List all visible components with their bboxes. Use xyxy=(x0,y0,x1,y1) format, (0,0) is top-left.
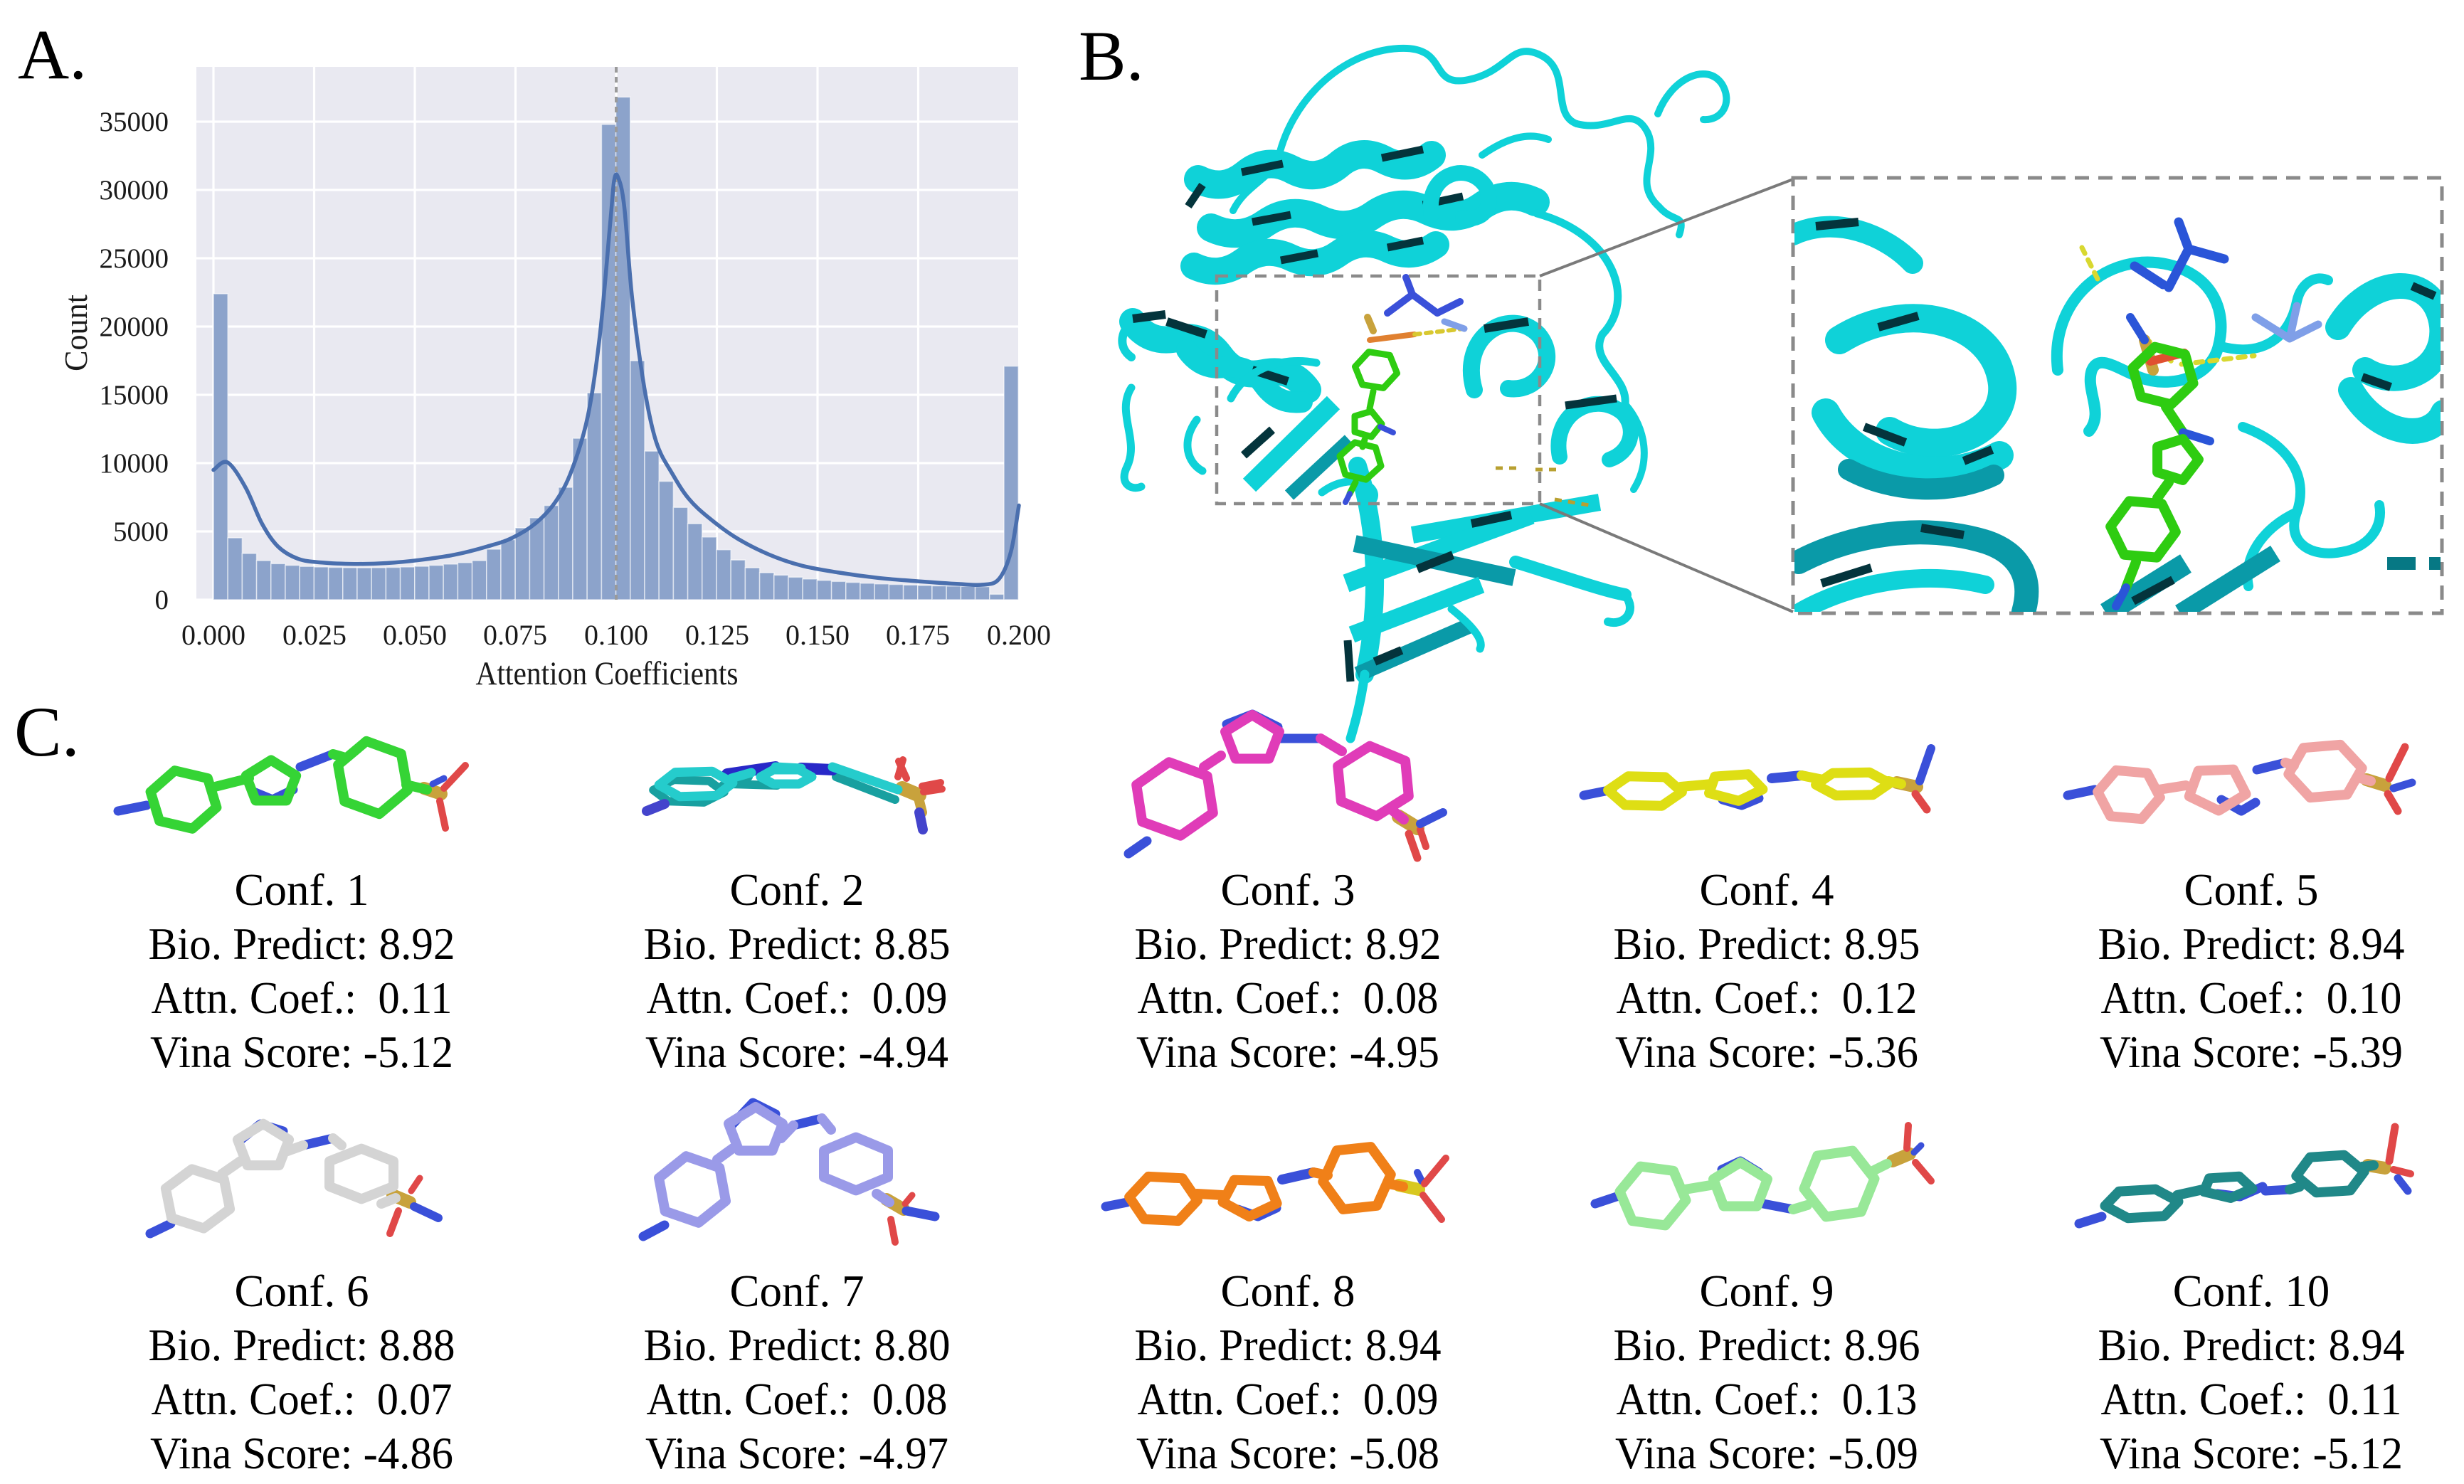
svg-text:Bio. Predict: 8.92: Bio. Predict: 8.92 xyxy=(1135,919,1442,969)
svg-text:Attn. Coef.: 0.08: Attn. Coef.: 0.08 xyxy=(647,1374,948,1424)
svg-text:Vina Score: -4.86: Vina Score: -4.86 xyxy=(150,1429,453,1478)
svg-text:Bio. Predict: 8.94: Bio. Predict: 8.94 xyxy=(1135,1320,1442,1370)
svg-text:0.075: 0.075 xyxy=(483,619,547,651)
svg-text:Vina Score: -5.09: Vina Score: -5.09 xyxy=(1615,1429,1918,1478)
svg-text:30000: 30000 xyxy=(100,175,169,206)
svg-text:0.125: 0.125 xyxy=(685,619,749,651)
svg-text:0.175: 0.175 xyxy=(886,619,950,651)
svg-text:Vina Score: -5.39: Vina Score: -5.39 xyxy=(2100,1027,2403,1077)
svg-text:Conf. 1: Conf. 1 xyxy=(235,865,369,915)
svg-text:A.: A. xyxy=(18,15,87,94)
svg-text:0.000: 0.000 xyxy=(181,619,245,651)
svg-text:Conf. 3: Conf. 3 xyxy=(1221,865,1355,915)
svg-text:Vina Score: -4.97: Vina Score: -4.97 xyxy=(645,1429,948,1478)
svg-text:Conf. 8: Conf. 8 xyxy=(1221,1266,1355,1316)
svg-text:Conf. 9: Conf. 9 xyxy=(1700,1266,1834,1316)
svg-text:Vina Score: -5.12: Vina Score: -5.12 xyxy=(150,1027,453,1077)
svg-text:35000: 35000 xyxy=(100,107,169,137)
svg-text:10000: 10000 xyxy=(100,448,169,479)
svg-text:Conf. 4: Conf. 4 xyxy=(1700,865,1834,915)
svg-text:Attn. Coef.: 0.10: Attn. Coef.: 0.10 xyxy=(2101,973,2402,1023)
svg-text:Vina Score: -4.95: Vina Score: -4.95 xyxy=(1136,1027,1439,1077)
svg-text:Attn. Coef.: 0.12: Attn. Coef.: 0.12 xyxy=(1617,973,1918,1023)
svg-text:Attn. Coef.: 0.08: Attn. Coef.: 0.08 xyxy=(1138,973,1439,1023)
svg-text:0.025: 0.025 xyxy=(282,619,347,651)
svg-text:Attn. Coef.: 0.09: Attn. Coef.: 0.09 xyxy=(647,973,948,1023)
svg-text:Attn. Coef.: 0.07: Attn. Coef.: 0.07 xyxy=(152,1374,453,1424)
svg-text:B.: B. xyxy=(1079,16,1144,95)
svg-text:25000: 25000 xyxy=(100,243,169,274)
svg-text:Bio. Predict: 8.95: Bio. Predict: 8.95 xyxy=(1614,919,1920,969)
svg-text:Attn. Coef.: 0.11: Attn. Coef.: 0.11 xyxy=(2101,1374,2402,1424)
svg-text:Attn. Coef.: 0.09: Attn. Coef.: 0.09 xyxy=(1138,1374,1439,1424)
svg-text:Conf. 6: Conf. 6 xyxy=(235,1266,369,1316)
svg-text:Bio. Predict: 8.96: Bio. Predict: 8.96 xyxy=(1614,1320,1920,1370)
svg-text:Bio. Predict: 8.80: Bio. Predict: 8.80 xyxy=(644,1320,951,1370)
svg-text:Attention Coefficients: Attention Coefficients xyxy=(476,655,739,692)
svg-text:Vina Score: -5.12: Vina Score: -5.12 xyxy=(2100,1429,2403,1478)
svg-text:0.050: 0.050 xyxy=(383,619,447,651)
svg-text:0.100: 0.100 xyxy=(584,619,648,651)
svg-text:Attn. Coef.: 0.11: Attn. Coef.: 0.11 xyxy=(152,973,453,1023)
svg-text:0: 0 xyxy=(155,585,169,615)
svg-text:0.200: 0.200 xyxy=(987,619,1051,651)
svg-text:Bio. Predict: 8.92: Bio. Predict: 8.92 xyxy=(149,919,455,969)
svg-text:Conf. 2: Conf. 2 xyxy=(730,865,864,915)
svg-text:Bio. Predict: 8.94: Bio. Predict: 8.94 xyxy=(2098,1320,2405,1370)
svg-text:Vina Score: -4.94: Vina Score: -4.94 xyxy=(645,1027,948,1077)
svg-text:15000: 15000 xyxy=(100,380,169,410)
svg-text:Vina Score: -5.08: Vina Score: -5.08 xyxy=(1136,1429,1439,1478)
svg-text:Conf. 7: Conf. 7 xyxy=(730,1266,864,1316)
svg-text:Attn. Coef.: 0.13: Attn. Coef.: 0.13 xyxy=(1617,1374,1918,1424)
svg-text:Bio. Predict: 8.88: Bio. Predict: 8.88 xyxy=(149,1320,455,1370)
svg-text:20000: 20000 xyxy=(100,312,169,342)
svg-text:5000: 5000 xyxy=(113,516,169,547)
svg-text:Conf. 5: Conf. 5 xyxy=(2184,865,2319,915)
svg-text:Bio. Predict: 8.85: Bio. Predict: 8.85 xyxy=(644,919,951,969)
svg-text:Vina Score: -5.36: Vina Score: -5.36 xyxy=(1615,1027,1918,1077)
svg-text:Bio. Predict: 8.94: Bio. Predict: 8.94 xyxy=(2098,919,2405,969)
svg-text:C.: C. xyxy=(14,692,80,771)
svg-text:Count: Count xyxy=(58,295,94,371)
svg-text:0.150: 0.150 xyxy=(786,619,850,651)
svg-text:Conf. 10: Conf. 10 xyxy=(2173,1266,2330,1316)
